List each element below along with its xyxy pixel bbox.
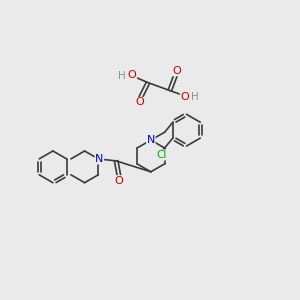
Text: H: H — [118, 71, 126, 81]
Text: O: O — [115, 176, 124, 186]
Text: O: O — [172, 66, 181, 76]
Text: N: N — [95, 154, 103, 164]
Text: O: O — [180, 92, 189, 103]
Text: O: O — [136, 98, 145, 107]
Text: N: N — [147, 135, 155, 145]
Text: O: O — [128, 70, 136, 80]
Text: H: H — [191, 92, 199, 101]
Text: Cl: Cl — [157, 150, 167, 160]
